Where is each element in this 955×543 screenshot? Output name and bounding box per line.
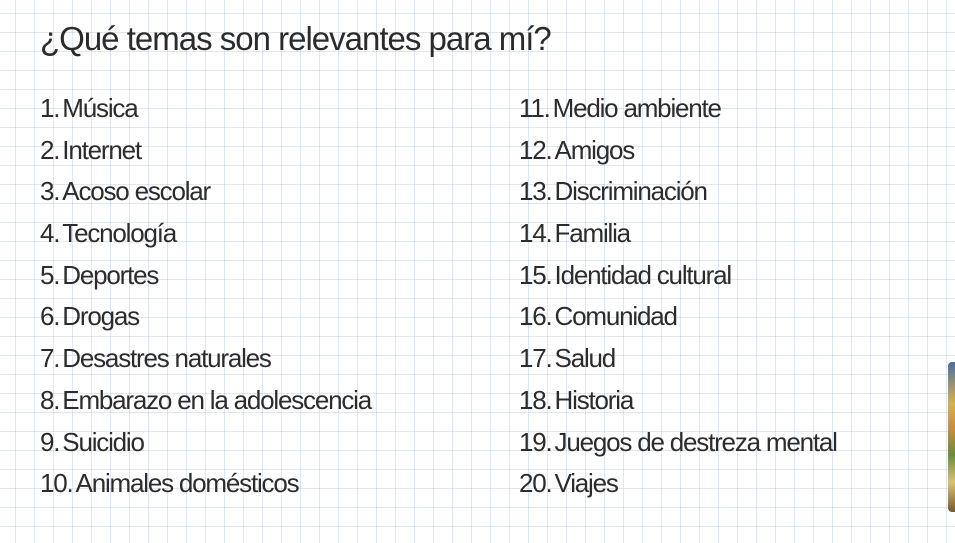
topic-number: 9.	[40, 426, 61, 457]
topic-item: 12. Amigos	[519, 130, 837, 172]
topic-item: 9. Suicidio	[40, 422, 371, 464]
topic-number: 16.	[519, 301, 553, 332]
topic-number: 7.	[40, 343, 61, 374]
topic-item: 14. Familia	[519, 213, 837, 255]
topic-item: 7. Desastres naturales	[40, 338, 371, 380]
topic-number: 17.	[519, 343, 553, 374]
topic-number: 5.	[40, 259, 61, 290]
topic-label: Viajes	[554, 468, 619, 499]
topic-item: 5. Deportes	[40, 255, 371, 297]
topic-number: 15.	[519, 259, 553, 290]
topic-label: Drogas	[62, 301, 140, 332]
cropped-photo-edge	[948, 362, 955, 512]
topic-number: 20.	[519, 468, 553, 499]
topic-item: 2. Internet	[40, 130, 371, 172]
topic-item: 11. Medio ambiente	[519, 88, 837, 130]
topic-label: Tecnología	[62, 218, 177, 249]
topic-number: 18.	[519, 384, 553, 415]
topic-item: 8. Embarazo en la adolescencia	[40, 380, 372, 422]
topic-label: Deportes	[62, 259, 159, 290]
topic-item: 16. Comunidad	[519, 296, 837, 338]
topic-label: Identidad cultural	[554, 259, 733, 290]
topic-label: Internet	[62, 134, 142, 165]
topic-item: 10. Animales domésticos	[40, 463, 371, 505]
page-title: ¿Qué temas son relevantes para mí?	[40, 20, 552, 57]
topic-label: Historia	[554, 384, 635, 415]
topic-label: Juegos de destreza mental	[554, 426, 838, 457]
topic-list-right: 11. Medio ambiente 12. Amigos 13. Discrimin…	[519, 88, 838, 505]
topic-label: Animales domésticos	[75, 468, 300, 499]
topic-item: 6. Drogas	[40, 296, 371, 338]
topic-item: 19. Juegos de destreza mental	[519, 422, 838, 464]
topic-label: Medio ambiente	[552, 93, 722, 123]
topic-number: 12.	[519, 134, 553, 165]
topic-list-left: 1. Música 2. Internet 3. Acoso escolar 4. Te…	[40, 88, 372, 505]
topic-item: 1. Música	[40, 88, 371, 130]
topic-number: 4.	[40, 218, 61, 249]
topic-number: 1.	[40, 93, 61, 123]
topic-label: Salud	[554, 343, 617, 374]
topic-item: 20. Viajes	[519, 463, 837, 505]
topic-number: 6.	[40, 301, 61, 332]
topic-number: 11.	[519, 93, 551, 123]
topic-label: Embarazo en la adolescencia	[62, 384, 372, 415]
topic-item: 13. Discriminación	[519, 171, 837, 213]
topic-number: 14.	[519, 218, 553, 249]
topic-item: 18. Historia	[519, 380, 837, 422]
topic-number: 3.	[40, 176, 61, 207]
topic-number: 2.	[40, 134, 61, 165]
topic-item: 15. Identidad cultural	[519, 255, 837, 297]
topic-label: Amigos	[554, 134, 636, 165]
topic-number: 19.	[519, 426, 553, 457]
topic-item: 17. Salud	[519, 338, 837, 380]
topic-label: Desastres naturales	[62, 343, 272, 374]
topic-number: 13.	[519, 176, 553, 207]
topic-label: Comunidad	[554, 301, 678, 332]
topic-number: 8.	[40, 384, 61, 415]
topic-label: Acoso escolar	[62, 176, 211, 207]
topic-number: 10.	[40, 468, 74, 499]
topic-label: Música	[62, 93, 138, 123]
topic-item: 4. Tecnología	[40, 213, 371, 255]
topic-item: 3. Acoso escolar	[40, 171, 371, 213]
topic-label: Discriminación	[554, 176, 708, 207]
topic-label: Familia	[554, 218, 632, 249]
topic-label: Suicidio	[62, 426, 145, 457]
